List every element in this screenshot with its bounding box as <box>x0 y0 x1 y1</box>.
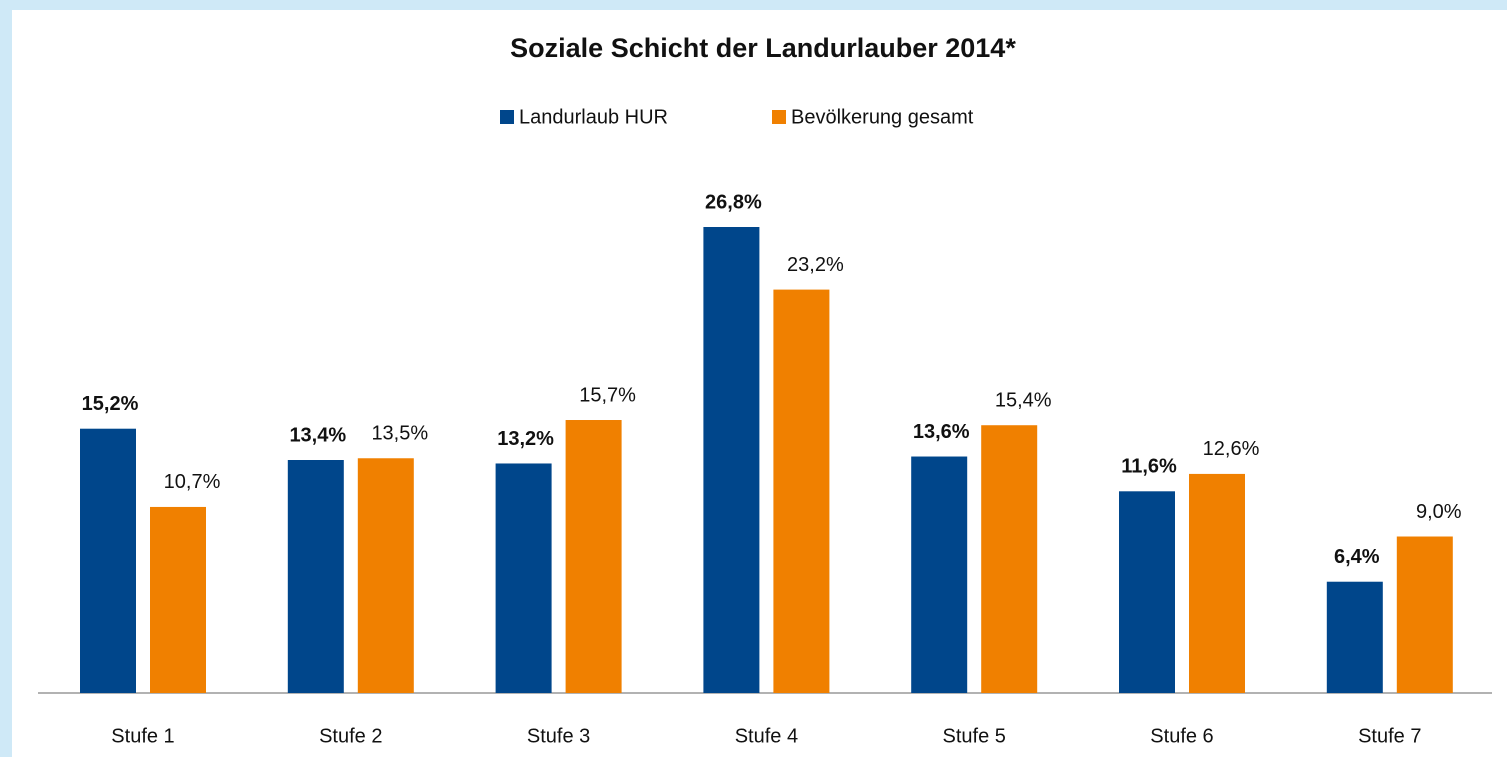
value-label: 12,6% <box>1203 438 1260 460</box>
value-label: 9,0% <box>1416 501 1462 523</box>
bar <box>357 458 414 693</box>
value-label: 15,7% <box>579 384 636 406</box>
x-tick-label: Stufe 5 <box>943 725 1006 747</box>
value-label: 13,2% <box>497 428 554 450</box>
value-label: 10,7% <box>164 471 221 493</box>
bar <box>1326 581 1383 693</box>
value-label: 6,4% <box>1334 546 1380 568</box>
bar <box>1396 536 1453 693</box>
bar <box>911 456 968 693</box>
x-tick-label: Stufe 4 <box>735 725 798 747</box>
bar <box>495 463 552 693</box>
legend-swatch <box>500 110 514 124</box>
bar <box>1189 473 1245 693</box>
bar <box>703 227 760 693</box>
x-tick-label: Stufe 3 <box>527 725 590 747</box>
x-tick-label: Stufe 2 <box>319 725 382 747</box>
bar <box>287 460 344 693</box>
value-label: 13,5% <box>371 423 428 445</box>
x-tick-label: Stufe 6 <box>1150 725 1213 747</box>
bar <box>773 289 830 693</box>
value-label: 11,6% <box>1121 456 1177 478</box>
bar <box>1119 491 1175 693</box>
value-label: 15,2% <box>82 393 139 415</box>
x-tick-label: Stufe 1 <box>111 725 174 747</box>
legend-label: Bevölkerung gesamt <box>791 106 974 128</box>
legend-label: Landurlaub HUR <box>519 106 668 128</box>
value-label: 15,4% <box>995 390 1052 412</box>
value-label: 23,2% <box>787 254 844 276</box>
x-tick-label: Stufe 7 <box>1358 725 1421 747</box>
bar <box>80 428 136 693</box>
plot-background <box>12 10 1507 757</box>
value-label: 26,8% <box>705 191 762 213</box>
bar <box>150 506 206 693</box>
value-label: 13,6% <box>913 421 970 443</box>
legend-swatch <box>772 110 786 124</box>
bar <box>981 425 1038 693</box>
chart-title: Soziale Schicht der Landurlauber 2014* <box>510 33 1016 63</box>
value-label: 13,4% <box>289 424 346 446</box>
bar <box>565 420 622 693</box>
